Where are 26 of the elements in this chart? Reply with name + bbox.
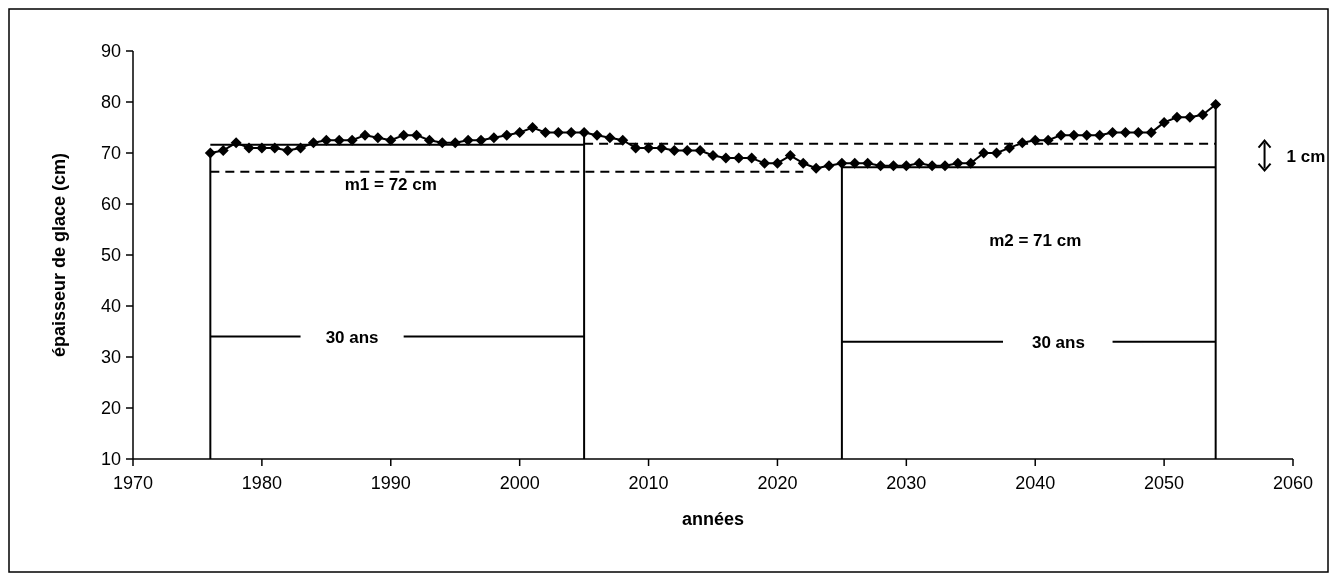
annotation: 30 ans — [325, 327, 379, 347]
x-tick-label: 2030 — [886, 473, 927, 493]
x-tick-label: 2010 — [628, 473, 669, 493]
y-tick-label: 50 — [100, 245, 121, 266]
x-tick-label: 2040 — [1015, 473, 1056, 493]
annotation: m1 = 72 cm — [344, 174, 437, 194]
y-axis-title: épaisseur de glace (cm) — [49, 152, 69, 358]
annotation: m2 = 71 cm — [989, 230, 1082, 250]
y-tick-label: 60 — [100, 194, 121, 215]
annotation: 30 ans — [1031, 332, 1085, 352]
x-tick-label: 2020 — [757, 473, 798, 493]
x-tick-label: 2000 — [499, 473, 540, 493]
x-tick-label: 2050 — [1144, 473, 1185, 493]
x-tick-label: 1990 — [370, 473, 411, 493]
y-tick-label: 10 — [100, 449, 121, 470]
y-tick-label: 80 — [100, 92, 121, 113]
y-tick-label: 30 — [100, 347, 121, 368]
y-tick-label: 40 — [100, 296, 121, 317]
y-tick-label: 90 — [100, 41, 121, 62]
x-tick-label: 1970 — [112, 473, 154, 493]
x-tick-label: 1980 — [241, 473, 282, 493]
y-tick-label: 20 — [100, 398, 121, 419]
x-axis-title: années — [681, 509, 745, 529]
annotation: 1 cm — [1286, 146, 1326, 166]
y-tick-label: 70 — [100, 143, 121, 164]
x-tick-label: 2060 — [1272, 473, 1314, 493]
